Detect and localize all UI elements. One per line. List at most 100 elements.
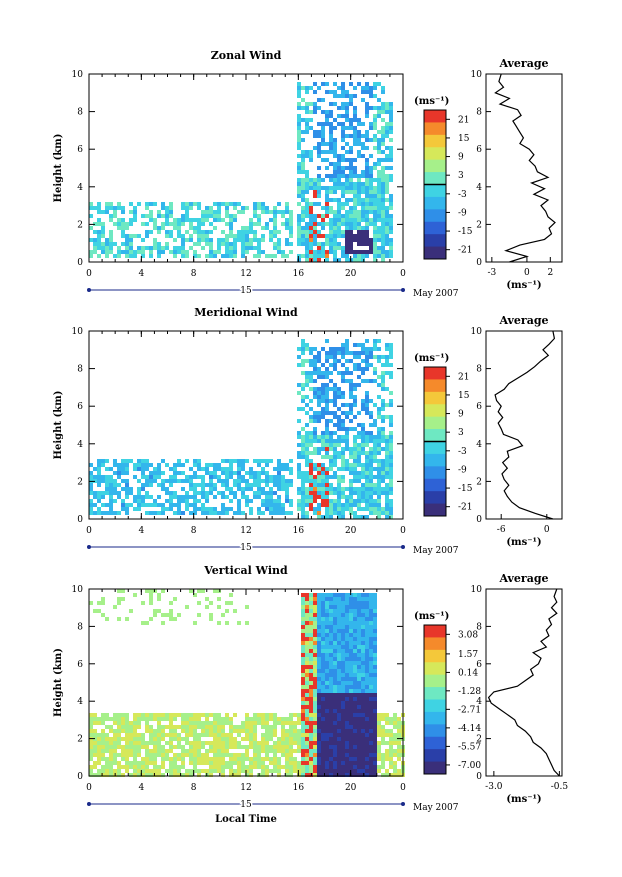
panel2-heat-cell [369, 435, 373, 439]
panel3-title: Vertical Wind [203, 564, 288, 577]
panel2-heat-cell [389, 375, 393, 379]
panel3-heat-cell [297, 769, 301, 773]
panel1-heat-cell [373, 198, 377, 202]
panel1-cb-label: -9 [458, 208, 467, 218]
panel1-heat-cell [213, 202, 217, 206]
panel1-heat-cell [313, 134, 317, 138]
panel3-heat-cell [353, 669, 357, 673]
panel1-heat-cell [365, 190, 369, 194]
panel2-heat-cell [313, 419, 317, 423]
panel1-heat-cell [329, 110, 333, 114]
panel3-heat-cell [205, 749, 209, 753]
panel3-heat-cell [377, 749, 381, 753]
panel3-heat-cell [317, 717, 321, 721]
panel1-heat-cell [133, 210, 137, 214]
panel2-heat-cell [309, 415, 313, 419]
panel1-ytick-label: 10 [72, 70, 84, 80]
panel3-heat-cell [197, 741, 201, 745]
panel2-heat-cell [309, 431, 313, 435]
panel1-heat-cell [181, 222, 185, 226]
panel3-heat-cell [329, 697, 333, 701]
panel3-heat-cell [305, 769, 309, 773]
panel1-heat-cell [269, 210, 273, 214]
panel2-heat-cell [205, 467, 209, 471]
panel3-heat-cell [305, 765, 309, 769]
panel2-heat-cell [209, 475, 213, 479]
panel2-heat-cell [193, 511, 197, 515]
panel2-heat-cell [277, 487, 281, 491]
panel3-heat-cell [141, 717, 145, 721]
panel2-heat-cell [205, 499, 209, 503]
panel2-heat-cell [109, 511, 113, 515]
panel3-heat-cell [373, 753, 377, 757]
panel3-heat-cell [361, 593, 365, 597]
panel1-heat-cell [109, 214, 113, 218]
panel3-heat-cell [329, 749, 333, 753]
panel3-heat-cell [229, 601, 233, 605]
panel1-heat-cell [305, 106, 309, 110]
panel2-heat-cell [389, 463, 393, 467]
panel3-heat-cell [121, 757, 125, 761]
panel3-heat-cell [313, 613, 317, 617]
panel2-heat-cell [337, 455, 341, 459]
panel3-heat-cell [153, 589, 157, 593]
panel2-heat-cell [273, 511, 277, 515]
panel3-heat-cell [205, 733, 209, 737]
panel2-heat-cell [281, 483, 285, 487]
panel1-avg-xtick-label: -3 [487, 268, 496, 278]
panel3-heat-cell [97, 737, 101, 741]
panel3-heat-cell [381, 717, 385, 721]
panel1-heat-cell [157, 246, 161, 250]
panel2-heat-cell [121, 467, 125, 471]
panel1-heat-cell [337, 166, 341, 170]
panel1-heat-cell [313, 182, 317, 186]
panel1-heat-cell [261, 238, 265, 242]
panel1-heat-cell [185, 202, 189, 206]
panel3-heat-cell [333, 677, 337, 681]
panel2-heat-cell [313, 359, 317, 363]
panel2-heat-cell [369, 483, 373, 487]
panel1-heat-cell [145, 230, 149, 234]
panel1-heat-cell [349, 210, 353, 214]
panel2-heat-cell [365, 471, 369, 475]
panel1-heat-cell [305, 206, 309, 210]
panel3-heat-cell [365, 769, 369, 773]
panel2-heat-cell [93, 475, 97, 479]
panel3-heat-cell [321, 673, 325, 677]
panel3-heat-cell [329, 733, 333, 737]
panel3-heat-cell [301, 685, 305, 689]
panel2-heat-cell [173, 491, 177, 495]
panel3-cb-label: 0.14 [458, 668, 478, 678]
panel1-heat-cell [229, 226, 233, 230]
panel3-heat-cell [157, 749, 161, 753]
panel2-heat-cell [213, 511, 217, 515]
panel2-heat-cell [257, 507, 261, 511]
panel3-heat-cell [337, 717, 341, 721]
panel1-heat-cell [381, 250, 385, 254]
panel3-heat-cell [361, 613, 365, 617]
panel2-heat-cell [373, 503, 377, 507]
panel2-heat-cell [137, 459, 141, 463]
panel2-heat-cell [121, 499, 125, 503]
panel2-heat-cell [157, 511, 161, 515]
panel3-heat-cell [345, 645, 349, 649]
panel3-heat-cell [213, 757, 217, 761]
panel2-heat-cell [309, 483, 313, 487]
panel1-heat-cell [365, 238, 369, 242]
panel1-heat-cell [365, 182, 369, 186]
panel2-heat-cell [133, 475, 137, 479]
panel3-heat-cell [309, 769, 313, 773]
panel2-heat-cell [301, 511, 305, 515]
panel3-heat-cell [325, 661, 329, 665]
panel2-heat-cell [325, 395, 329, 399]
panel3-heat-cell [149, 589, 153, 593]
panel2-heat-cell [297, 355, 301, 359]
panel3-heat-cell [117, 717, 121, 721]
panel2-heat-cell [333, 511, 337, 515]
panel1-heat-cell [169, 234, 173, 238]
panel3-heat-cell [345, 717, 349, 721]
panel1-heat-cell [265, 210, 269, 214]
panel1-heat-cell [289, 222, 293, 226]
panel1-heat-cell [329, 142, 333, 146]
panel1-heat-cell [305, 214, 309, 218]
